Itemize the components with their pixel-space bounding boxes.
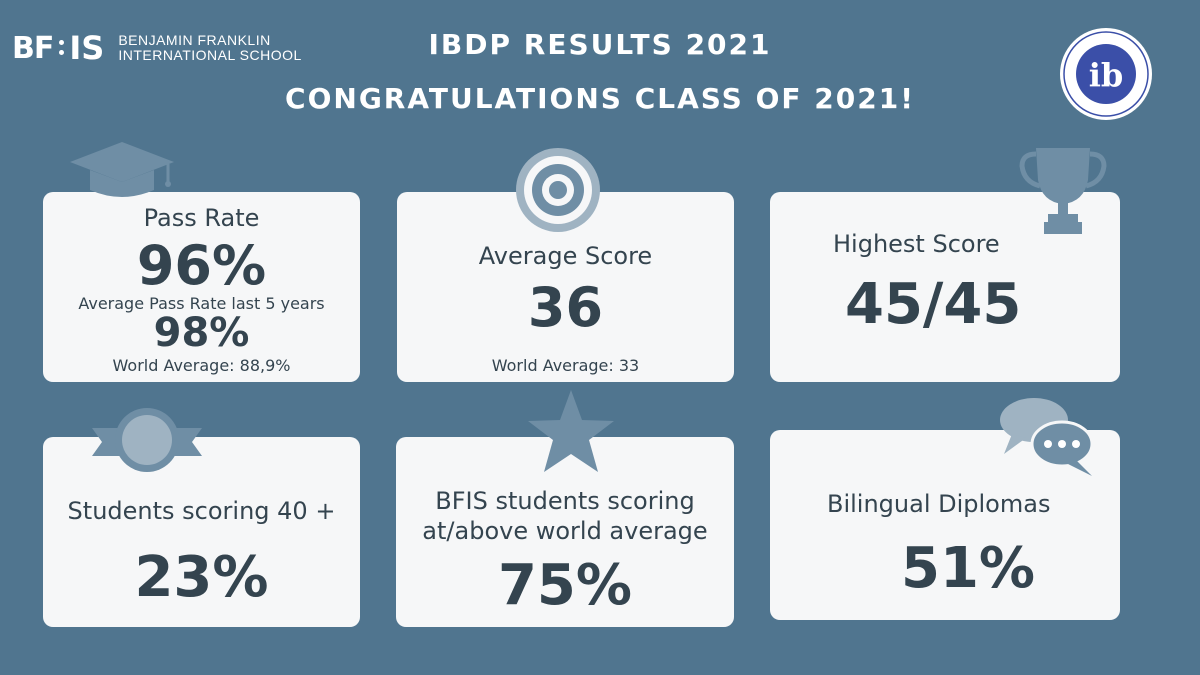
page-title: IBDP RESULTS 2021 — [428, 28, 772, 61]
above-world-value: 75% — [497, 553, 633, 618]
pass-rate-sub-value: 98% — [153, 310, 250, 356]
logo-name-line1: BENJAMIN FRANKLIN — [118, 32, 271, 48]
speech-bubbles-icon — [1000, 398, 1094, 476]
students-40-value: 23% — [134, 545, 269, 610]
target-icon — [516, 148, 600, 232]
logo-dots-icon — [57, 28, 65, 68]
average-score-footnote: World Average: 33 — [491, 356, 640, 375]
highest-score-label: Highest Score — [833, 230, 1000, 258]
pass-rate-value: 96% — [136, 234, 267, 297]
ribbon-badge-icon — [92, 408, 202, 472]
average-score-value: 36 — [527, 276, 604, 339]
card-students-40: Students scoring 40 + 23% — [43, 437, 360, 627]
logo-mark-is: IS — [69, 29, 105, 67]
ib-seal-logo: ib — [1060, 28, 1152, 120]
page-subtitle: CONGRATULATIONS CLASS OF 2021! — [285, 82, 915, 115]
graduation-cap-icon — [70, 142, 174, 197]
card-pass-rate: Pass Rate 96% Average Pass Rate last 5 y… — [43, 192, 360, 382]
ib-seal-letters: ib — [1089, 56, 1124, 94]
school-logo: BF IS BENJAMIN FRANKLIN INTERNATIONAL SC… — [12, 24, 302, 72]
logo-school-name: BENJAMIN FRANKLIN INTERNATIONAL SCHOOL — [118, 33, 301, 63]
logo-name-line2: INTERNATIONAL SCHOOL — [118, 47, 302, 63]
highest-score-value: 45/45 — [845, 272, 1022, 337]
pass-rate-label: Pass Rate — [143, 204, 260, 232]
students-40-label: Students scoring 40 + — [67, 497, 336, 525]
above-world-label-line1: BFIS students scoring — [435, 487, 695, 515]
trophy-icon — [1019, 148, 1107, 234]
bilingual-label: Bilingual Diplomas — [827, 490, 1051, 518]
logo-mark-bf: BF — [12, 30, 54, 66]
average-score-label: Average Score — [478, 242, 653, 270]
above-world-label-line2: at/above world average — [422, 517, 708, 545]
pass-rate-footnote: World Average: 88,9% — [112, 356, 291, 375]
pass-rate-sub-label: Average Pass Rate last 5 years — [78, 294, 325, 313]
card-above-world-average: BFIS students scoring at/above world ave… — [396, 437, 734, 627]
star-icon — [528, 390, 614, 472]
bilingual-value: 51% — [901, 536, 1036, 601]
